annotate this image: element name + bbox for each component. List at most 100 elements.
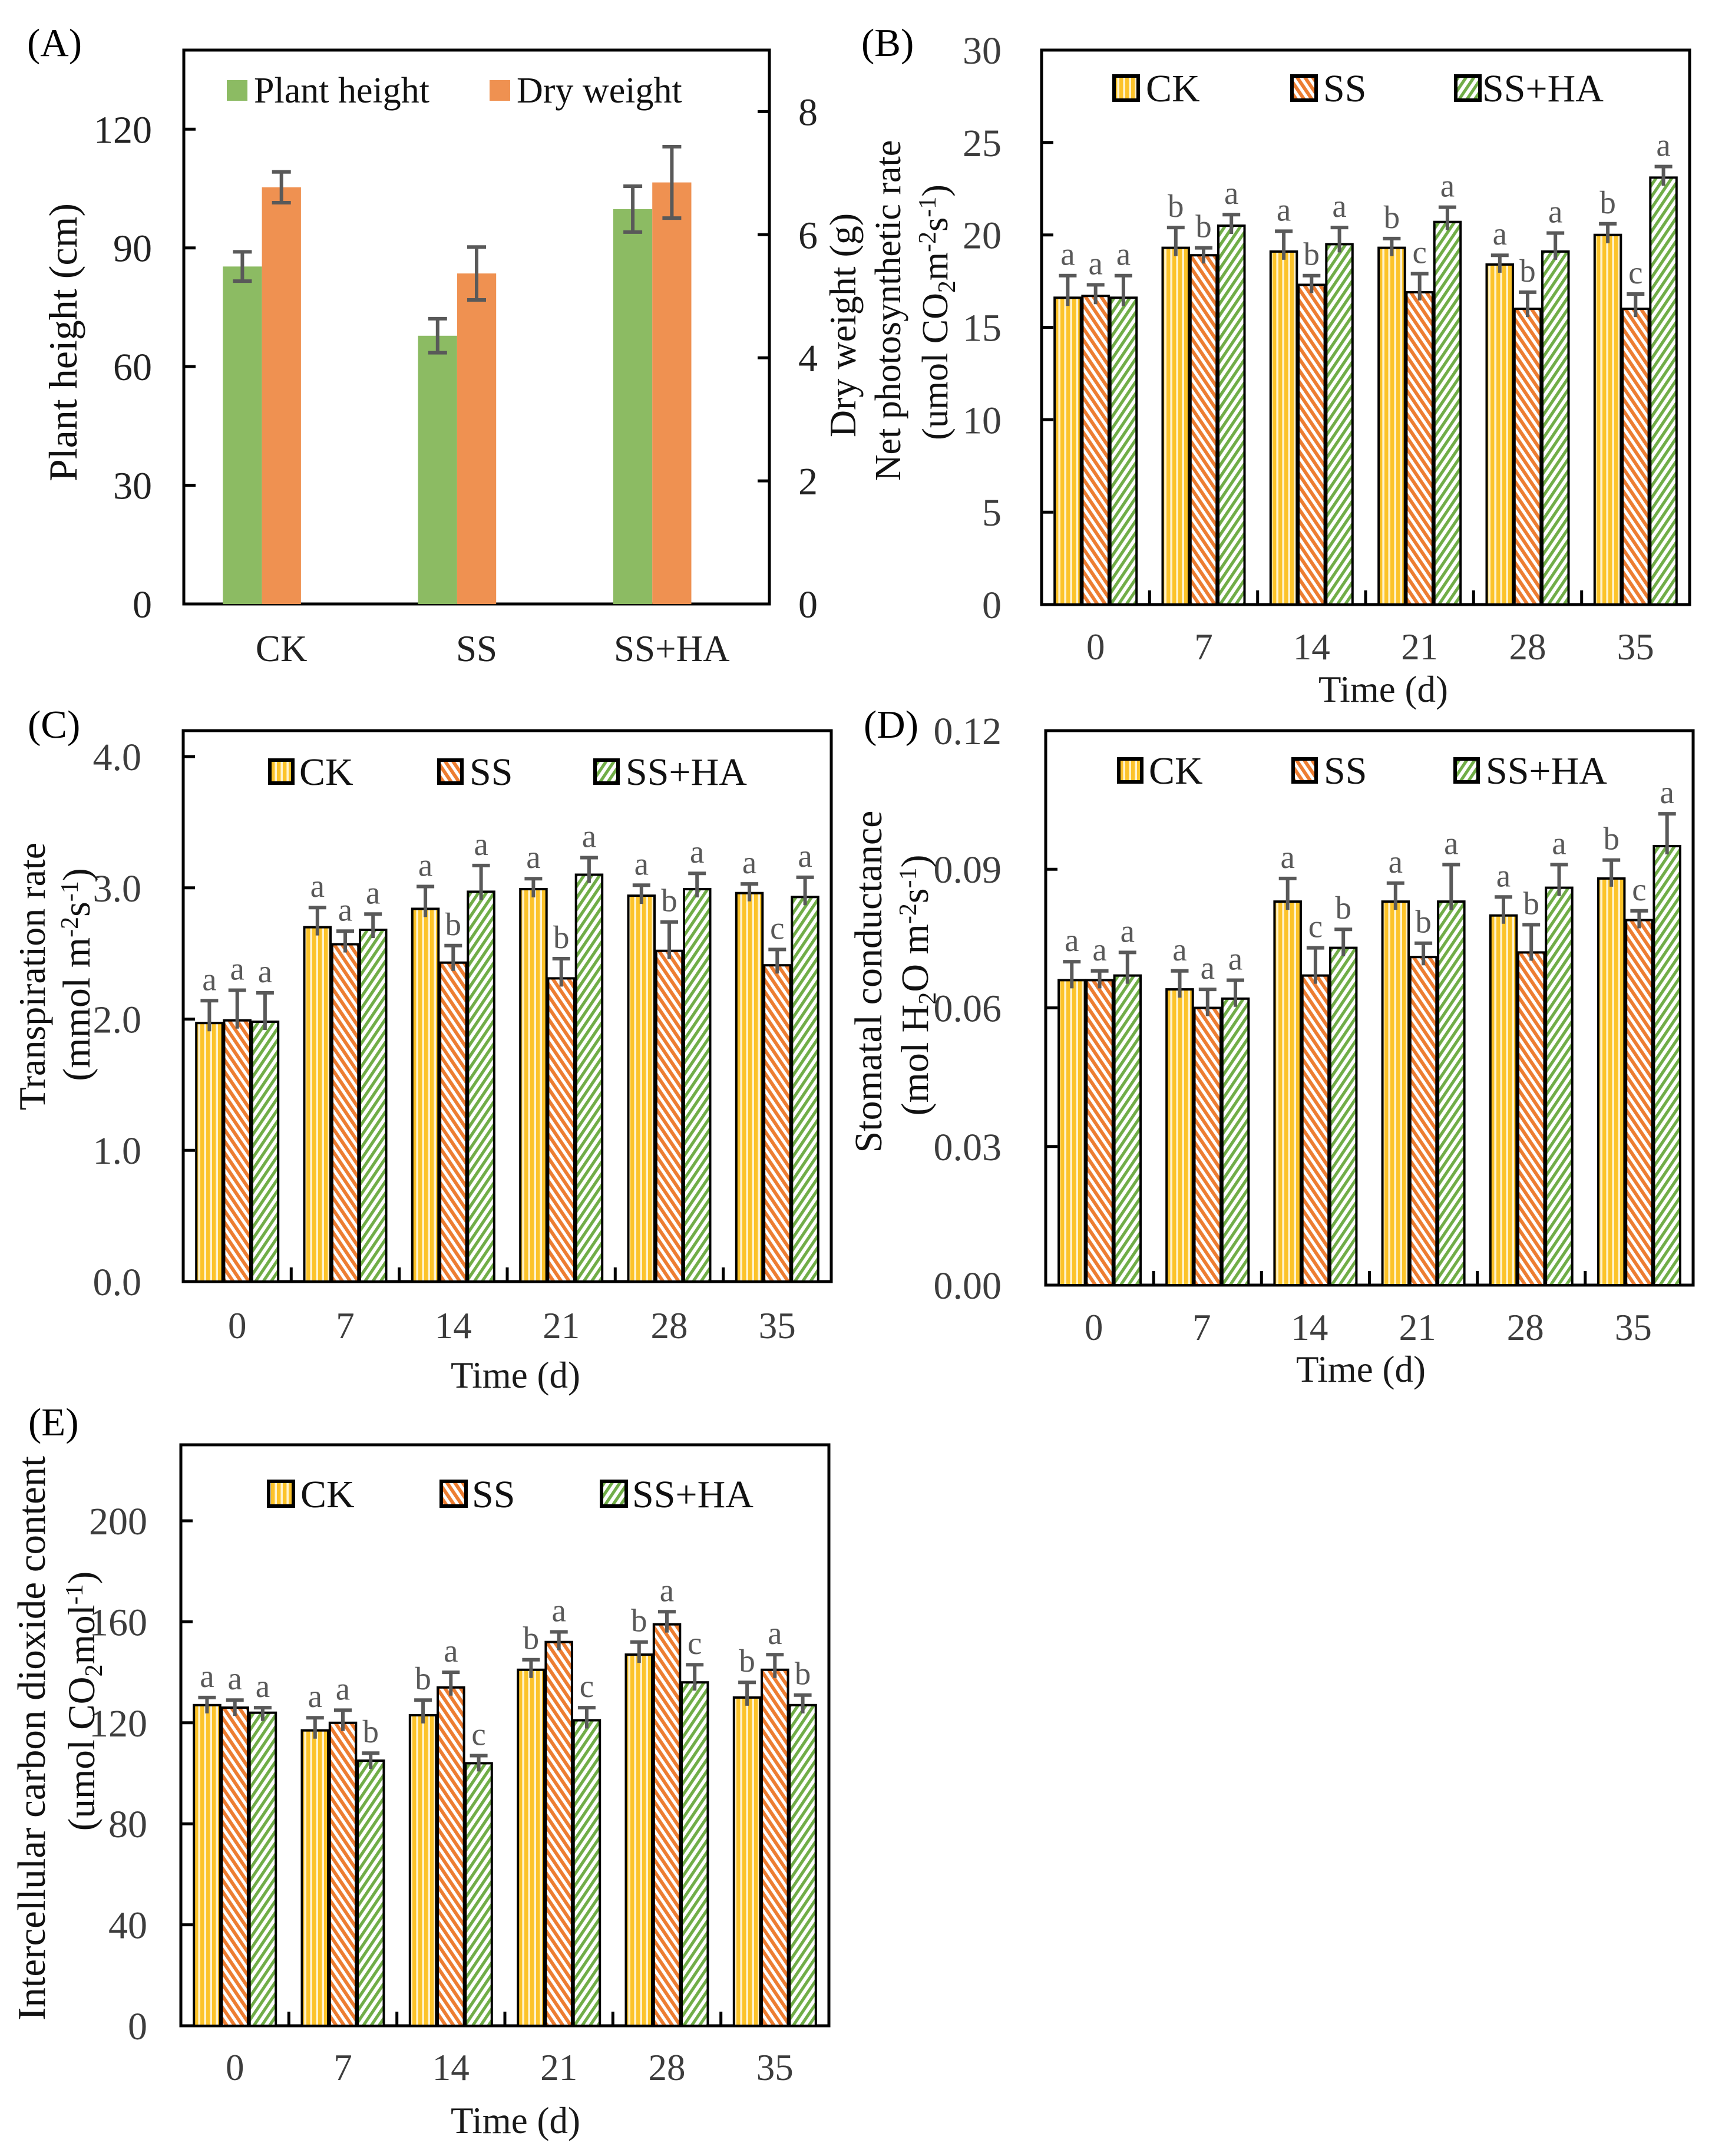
- svg-text:a: a: [200, 1658, 214, 1694]
- svg-text:Plant height: Plant height: [254, 71, 429, 111]
- svg-text:8: 8: [798, 91, 818, 134]
- svg-text:SS: SS: [1323, 67, 1366, 110]
- svg-text:a: a: [338, 892, 352, 927]
- svg-text:b: b: [362, 1713, 379, 1749]
- svg-text:CK: CK: [1146, 67, 1200, 110]
- svg-text:28: 28: [651, 1305, 688, 1346]
- svg-text:7: 7: [1194, 626, 1213, 668]
- svg-text:14: 14: [1293, 626, 1330, 668]
- svg-text:a: a: [742, 844, 756, 880]
- svg-text:b: b: [1168, 188, 1184, 224]
- svg-text:SS+HA: SS+HA: [1486, 750, 1607, 793]
- svg-text:40: 40: [108, 1904, 147, 1947]
- svg-text:a: a: [1440, 168, 1455, 204]
- svg-text:0.03: 0.03: [934, 1126, 1002, 1169]
- svg-text:b: b: [661, 883, 677, 919]
- svg-text:a: a: [308, 1678, 322, 1714]
- svg-text:Time (d): Time (d): [451, 1355, 580, 1396]
- svg-text:c: c: [1632, 871, 1646, 907]
- svg-text:SS+HA: SS+HA: [1482, 67, 1604, 110]
- svg-text:SS: SS: [456, 628, 497, 669]
- svg-text:0: 0: [1086, 626, 1105, 668]
- svg-text:0: 0: [226, 2047, 244, 2088]
- svg-text:35: 35: [759, 1305, 796, 1346]
- svg-text:35: 35: [756, 2047, 794, 2088]
- svg-text:a: a: [1201, 950, 1215, 986]
- svg-text:3.0: 3.0: [93, 867, 142, 910]
- svg-text:a: a: [1277, 192, 1291, 227]
- svg-text:c: c: [1412, 235, 1426, 270]
- svg-text:4.0: 4.0: [93, 736, 142, 779]
- svg-text:b: b: [1415, 904, 1432, 940]
- svg-text:a: a: [660, 1572, 674, 1608]
- svg-text:Net photosynthetic rate: Net photosynthetic rate: [868, 140, 908, 481]
- svg-text:4: 4: [798, 337, 818, 380]
- svg-text:a: a: [1121, 913, 1135, 949]
- svg-text:SS: SS: [470, 751, 513, 794]
- svg-text:a: a: [526, 839, 540, 875]
- svg-text:b: b: [1599, 184, 1616, 220]
- svg-text:a: a: [1092, 932, 1106, 968]
- svg-text:b: b: [739, 1643, 755, 1679]
- svg-text:2: 2: [798, 460, 818, 503]
- svg-text:a: a: [768, 1615, 782, 1651]
- svg-text:c: c: [580, 1668, 594, 1704]
- svg-text:SS: SS: [472, 1473, 515, 1516]
- svg-text:b: b: [1384, 199, 1400, 235]
- svg-text:b: b: [1195, 209, 1212, 245]
- svg-text:90: 90: [113, 227, 152, 270]
- svg-text:a: a: [474, 826, 488, 862]
- svg-text:(umol CO2mol-1): (umol CO2mol-1): [61, 1571, 108, 1831]
- svg-text:a: a: [551, 1593, 566, 1629]
- svg-text:0.09: 0.09: [934, 848, 1002, 892]
- svg-text:a: a: [1496, 857, 1511, 893]
- svg-text:14: 14: [432, 2047, 470, 2088]
- svg-text:30: 30: [113, 465, 152, 508]
- svg-text:6: 6: [798, 214, 818, 257]
- svg-text:28: 28: [1507, 1307, 1544, 1348]
- svg-text:0: 0: [128, 2005, 147, 2048]
- svg-text:28: 28: [649, 2047, 686, 2088]
- svg-text:c: c: [688, 1625, 702, 1661]
- svg-text:28: 28: [1509, 626, 1546, 668]
- svg-text:SS+HA: SS+HA: [626, 751, 747, 794]
- svg-text:25: 25: [963, 122, 1002, 165]
- svg-text:(mmol m-2s-1): (mmol m-2s-1): [55, 868, 98, 1081]
- svg-text:a: a: [230, 951, 244, 987]
- svg-text:0: 0: [798, 583, 818, 626]
- svg-text:a: a: [1444, 825, 1458, 861]
- svg-text:a: a: [1060, 236, 1075, 272]
- svg-text:a: a: [1493, 216, 1507, 252]
- svg-text:7: 7: [336, 1305, 355, 1346]
- svg-text:a: a: [1172, 932, 1186, 968]
- svg-text:Dry weight: Dry weight: [517, 71, 682, 111]
- svg-text:a: a: [1389, 844, 1403, 880]
- svg-text:CK: CK: [299, 751, 353, 794]
- svg-text:21: 21: [1401, 626, 1438, 668]
- svg-text:10: 10: [963, 399, 1002, 442]
- svg-text:35: 35: [1617, 626, 1654, 668]
- svg-text:a: a: [1065, 922, 1079, 958]
- svg-text:a: a: [227, 1660, 242, 1696]
- svg-text:0: 0: [133, 583, 152, 626]
- svg-text:b: b: [445, 906, 462, 942]
- svg-text:a: a: [310, 868, 325, 904]
- svg-text:Transpiration rate: Transpiration rate: [11, 843, 53, 1110]
- svg-text:(umol CO2m-2s-1): (umol CO2m-2s-1): [914, 184, 961, 440]
- svg-text:Intercellular carbon dioxide c: Intercellular carbon dioxide content: [10, 1456, 54, 2020]
- svg-text:a: a: [1224, 175, 1238, 211]
- svg-text:14: 14: [435, 1305, 472, 1346]
- svg-text:c: c: [1308, 909, 1323, 945]
- svg-text:CK: CK: [256, 628, 308, 669]
- svg-text:a: a: [258, 953, 272, 989]
- svg-text:Plant height (cm): Plant height (cm): [41, 203, 85, 481]
- svg-text:35: 35: [1615, 1307, 1652, 1348]
- svg-text:a: a: [1088, 245, 1102, 281]
- svg-text:14: 14: [1291, 1307, 1328, 1348]
- svg-text:15: 15: [963, 307, 1002, 350]
- svg-text:Time (d): Time (d): [1318, 669, 1448, 710]
- svg-text:c: c: [1628, 255, 1642, 290]
- svg-text:(E): (E): [28, 1401, 79, 1444]
- svg-text:120: 120: [89, 1702, 147, 1745]
- svg-text:Time (d): Time (d): [1296, 1349, 1426, 1390]
